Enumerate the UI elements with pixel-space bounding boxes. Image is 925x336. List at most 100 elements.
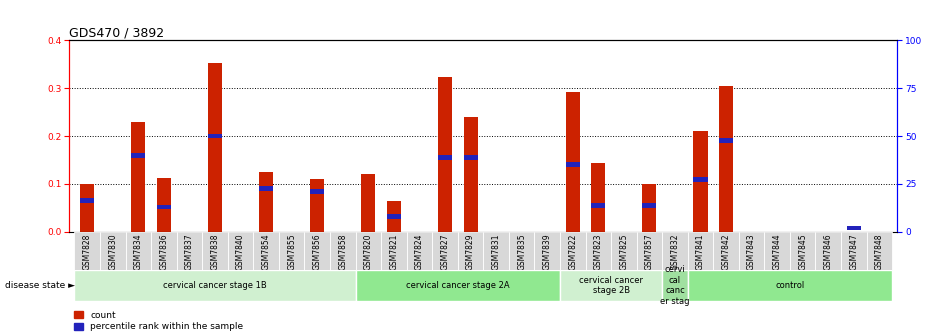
Bar [463,155,477,160]
Bar [330,232,355,270]
Text: GSM7837: GSM7837 [185,234,194,270]
Bar [203,232,228,270]
Bar [458,232,483,270]
Bar [611,232,636,270]
Bar [642,184,657,232]
Bar [310,189,325,194]
Bar [846,225,861,230]
Text: GSM7829: GSM7829 [466,234,475,270]
Text: GSM7839: GSM7839 [543,234,551,270]
Bar [591,203,605,208]
Bar [253,232,279,270]
Bar [75,232,100,270]
Text: GSM7831: GSM7831 [491,234,500,270]
Text: GSM7822: GSM7822 [568,234,577,270]
Bar [642,203,657,208]
Bar [259,172,273,232]
Bar [719,86,734,232]
Bar [764,232,790,270]
Bar [591,163,605,232]
Bar [739,232,764,270]
Text: GSM7835: GSM7835 [517,234,526,270]
Text: GDS470 / 3892: GDS470 / 3892 [69,26,165,39]
Bar [463,117,477,232]
Bar [509,232,535,270]
Text: control: control [775,281,805,290]
Bar [126,232,151,270]
Text: GSM7834: GSM7834 [134,234,142,270]
Text: GSM7821: GSM7821 [389,234,399,270]
Bar [586,232,611,270]
Bar [560,270,662,301]
Text: cervical cancer
stage 2B: cervical cancer stage 2B [579,276,643,295]
Text: GSM7854: GSM7854 [262,234,271,270]
Text: GSM7847: GSM7847 [849,234,858,270]
Text: cervical cancer stage 2A: cervical cancer stage 2A [406,281,510,290]
Text: cervi
cal
canc
er stag: cervi cal canc er stag [660,265,690,306]
Text: GSM7828: GSM7828 [82,234,92,270]
Text: GSM7855: GSM7855 [287,234,296,270]
Bar [381,232,407,270]
Text: GSM7857: GSM7857 [645,234,654,270]
Bar [694,131,708,232]
Bar [208,134,222,138]
Bar [407,232,432,270]
Bar [438,77,452,232]
Bar [228,232,253,270]
Bar [662,270,687,301]
Text: disease state ►: disease state ► [5,281,75,290]
Bar [100,232,126,270]
Bar [131,122,145,232]
Bar [362,174,376,232]
Text: GSM7842: GSM7842 [722,234,731,270]
Bar [719,138,734,143]
Bar [636,232,662,270]
Bar [151,232,177,270]
Bar [566,162,580,167]
Bar [208,63,222,232]
Text: GSM7845: GSM7845 [798,234,808,270]
Bar [713,232,739,270]
Bar [355,232,381,270]
Bar [438,155,452,160]
Bar [310,179,325,232]
Bar [662,232,687,270]
Bar [867,232,892,270]
Bar [841,232,867,270]
Legend: count, percentile rank within the sample: count, percentile rank within the sample [74,311,243,332]
Bar [816,232,841,270]
Bar [387,201,401,232]
Bar [259,186,273,191]
Bar [687,270,892,301]
Text: GSM7841: GSM7841 [696,234,705,270]
Text: GSM7848: GSM7848 [875,234,884,270]
Text: GSM7843: GSM7843 [747,234,756,270]
Text: GSM7858: GSM7858 [339,234,347,270]
Bar [80,184,94,232]
Bar [157,205,171,209]
Text: GSM7836: GSM7836 [159,234,168,270]
Text: GSM7825: GSM7825 [620,234,628,270]
Bar [535,232,560,270]
Bar [279,232,304,270]
Bar [566,91,580,232]
Text: GSM7846: GSM7846 [824,234,833,270]
Bar [694,177,708,181]
Text: GSM7856: GSM7856 [313,234,322,270]
Text: GSM7827: GSM7827 [440,234,450,270]
Bar [157,178,171,232]
Bar [560,232,586,270]
Text: cervical cancer stage 1B: cervical cancer stage 1B [163,281,267,290]
Bar [432,232,458,270]
Bar [790,232,816,270]
Text: GSM7824: GSM7824 [415,234,424,270]
Text: GSM7820: GSM7820 [364,234,373,270]
Bar [355,270,560,301]
Bar [75,270,355,301]
Bar [387,214,401,219]
Text: GSM7838: GSM7838 [211,234,219,270]
Text: GSM7844: GSM7844 [772,234,782,270]
Text: GSM7830: GSM7830 [108,234,117,270]
Bar [80,198,94,203]
Text: GSM7823: GSM7823 [594,234,603,270]
